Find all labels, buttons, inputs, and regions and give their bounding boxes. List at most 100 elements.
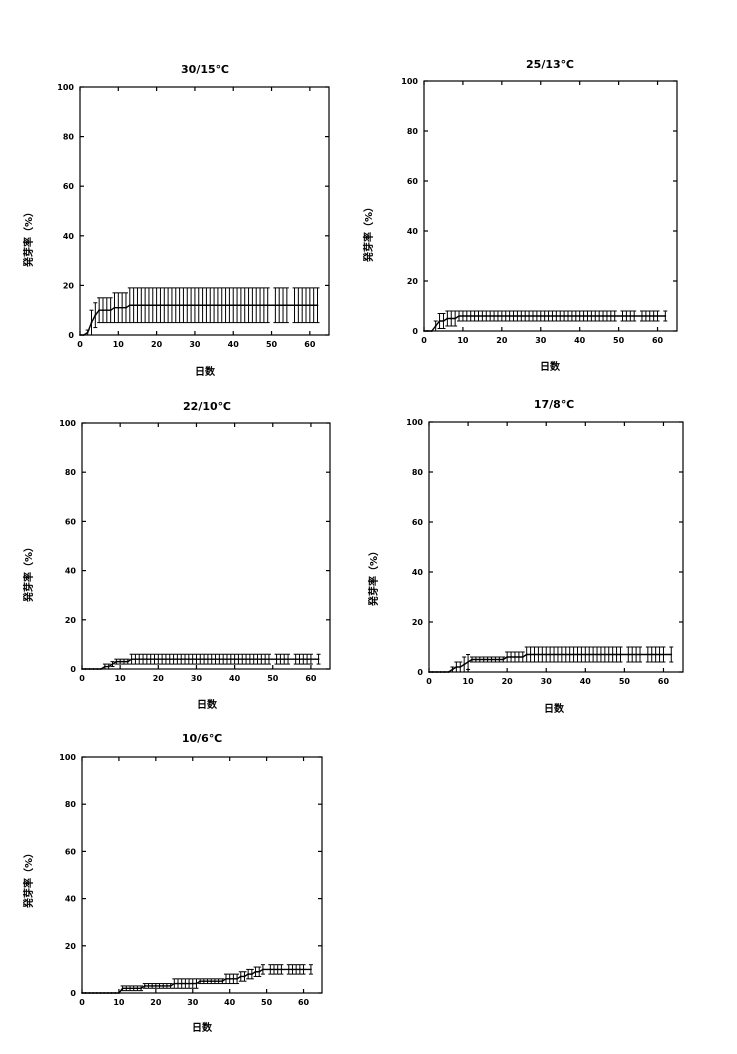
- data-point: [229, 658, 232, 661]
- data-point: [102, 309, 104, 312]
- data-point: [274, 304, 277, 307]
- data-point: [201, 304, 204, 307]
- x-tick-label: 0: [426, 677, 432, 686]
- chart-title: 25/13℃: [526, 58, 574, 71]
- data-point: [92, 668, 95, 670]
- data-point: [568, 653, 571, 656]
- data-point: [132, 987, 135, 990]
- plot-area: 0 20 40 60 80 100 0 10 20 30 40 50 60: [59, 753, 323, 1007]
- y-tick-label: 40: [407, 227, 419, 236]
- data-point: [656, 315, 659, 317]
- data-point: [199, 658, 202, 661]
- data-point: [197, 304, 200, 307]
- y-tick-label: 40: [65, 567, 77, 576]
- x-tick-label: 30: [541, 677, 553, 686]
- data-point: [670, 653, 673, 656]
- data-point: [81, 992, 83, 994]
- data-point: [237, 658, 240, 661]
- y-tick-label: 60: [63, 182, 75, 191]
- data-point: [140, 987, 142, 990]
- data-point: [243, 975, 246, 978]
- data-point: [115, 660, 118, 663]
- data-point: [90, 321, 93, 324]
- data-point: [455, 666, 458, 668]
- data-point: [430, 330, 433, 332]
- x-tick-label: 30: [191, 674, 203, 683]
- data-point: [177, 982, 179, 985]
- data-point: [111, 663, 114, 665]
- data-point: [243, 304, 246, 307]
- y-axis-label: 発芽率（%）: [362, 202, 375, 263]
- data-point: [180, 658, 183, 661]
- y-tick-label: 0: [70, 665, 76, 674]
- y-tick-label: 20: [407, 277, 419, 286]
- x-tick-label: 50: [267, 674, 279, 683]
- data-point: [639, 653, 641, 656]
- x-tick-label: 20: [153, 674, 165, 683]
- data-point: [560, 653, 563, 656]
- data-point: [609, 315, 612, 317]
- data-point: [650, 653, 653, 656]
- data-point: [110, 992, 113, 994]
- data-point: [96, 668, 99, 670]
- data-point: [547, 315, 550, 317]
- data-point: [490, 658, 493, 661]
- data-point: [553, 653, 555, 656]
- data-point: [148, 304, 150, 307]
- data-point: [114, 992, 117, 994]
- data-point: [658, 653, 661, 656]
- x-tick-label: 10: [115, 674, 127, 683]
- data-point: [241, 658, 244, 661]
- data-point: [454, 317, 457, 320]
- data-point: [305, 304, 307, 307]
- data-point: [134, 658, 137, 661]
- data-point: [442, 320, 445, 322]
- data-point: [615, 653, 618, 656]
- data-point: [194, 304, 196, 307]
- data-point: [209, 304, 212, 307]
- x-tick-label: 0: [77, 340, 83, 349]
- data-point: [282, 304, 284, 307]
- y-tick-label: 80: [412, 468, 424, 477]
- data-point: [291, 968, 294, 971]
- data-point: [117, 306, 120, 309]
- x-tick-label: 30: [535, 336, 547, 345]
- data-point: [285, 304, 288, 307]
- data-point: [169, 985, 172, 987]
- data-point: [482, 658, 485, 661]
- data-point: [438, 320, 441, 322]
- data-point: [82, 334, 85, 336]
- data-point: [269, 968, 272, 971]
- x-tick-label: 50: [619, 677, 631, 686]
- x-tick-label: 10: [457, 336, 469, 345]
- data-point: [572, 653, 575, 656]
- data-point: [279, 658, 282, 661]
- data-point: [233, 658, 236, 661]
- x-tick-label: 60: [304, 340, 316, 349]
- data-point: [312, 304, 315, 307]
- data-point: [79, 334, 81, 336]
- data-point: [278, 304, 281, 307]
- data-point: [247, 973, 250, 976]
- plot-frame: [428, 421, 684, 673]
- x-tick-label: 20: [150, 998, 162, 1007]
- data-point: [533, 653, 536, 656]
- data-point: [191, 658, 194, 661]
- data-point: [217, 980, 220, 983]
- data-point: [138, 658, 141, 661]
- data-point: [298, 658, 301, 661]
- data-point: [510, 656, 512, 658]
- data-point: [543, 315, 546, 317]
- data-point: [275, 658, 278, 661]
- data-point: [467, 661, 469, 663]
- x-tick-label: 40: [224, 998, 236, 1007]
- data-point: [584, 653, 587, 656]
- data-point: [203, 658, 205, 661]
- data-point: [662, 653, 665, 656]
- data-point: [481, 315, 484, 317]
- data-point: [317, 658, 320, 661]
- data-point: [525, 653, 528, 656]
- x-tick-label: 0: [79, 674, 85, 683]
- data-point: [648, 315, 651, 317]
- data-point: [88, 992, 91, 994]
